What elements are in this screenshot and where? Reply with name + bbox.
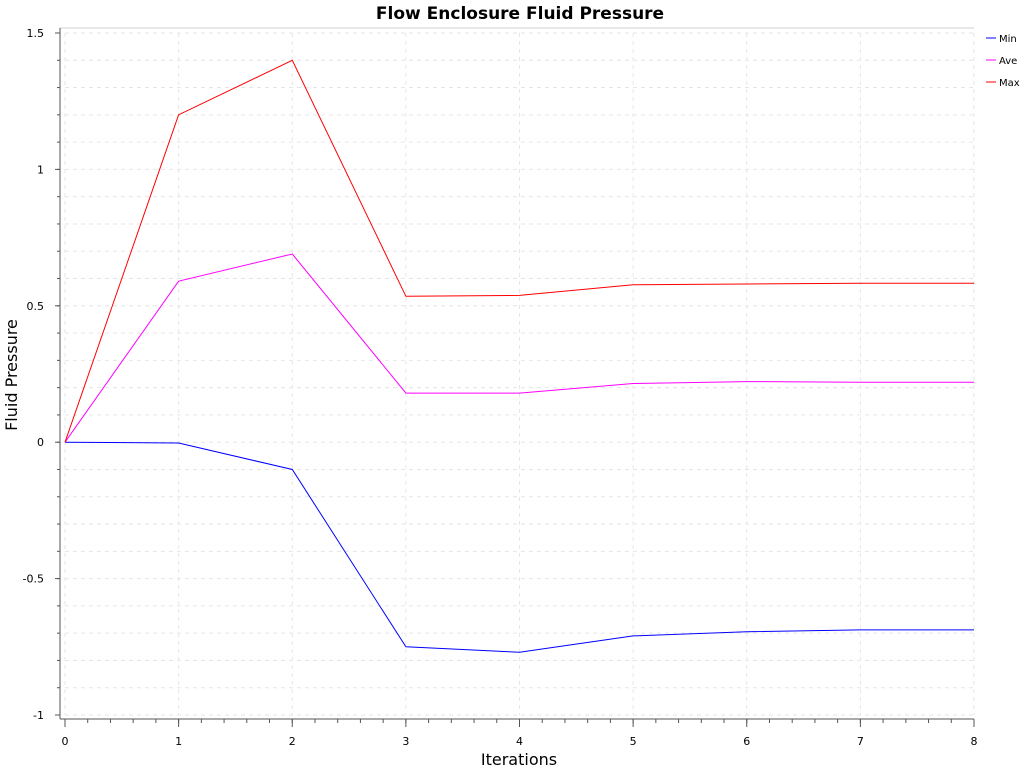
y-tick-label: 0.5 xyxy=(27,300,45,313)
axes xyxy=(59,27,974,720)
x-tick-label: 7 xyxy=(857,735,864,748)
y-tick-label: -0.5 xyxy=(23,573,44,586)
legend-label-max: Max xyxy=(999,78,1020,89)
x-tick-label: 5 xyxy=(630,735,637,748)
series-line-ave xyxy=(64,253,974,443)
y-tick-label: -1 xyxy=(33,709,44,722)
chart-title: Flow Enclosure Fluid Pressure xyxy=(376,4,664,24)
series-line-min xyxy=(64,441,974,653)
legend: Min Ave Max xyxy=(986,34,1020,89)
y-axis-label: Fluid Pressure xyxy=(2,319,21,431)
y-tick-label: 1 xyxy=(37,163,44,176)
legend-label-min: Min xyxy=(999,34,1017,45)
x-axis-label: Iterations xyxy=(481,750,557,768)
x-tick-label: 1 xyxy=(175,735,182,748)
x-tick-label: 0 xyxy=(62,735,69,748)
x-tick-label: 6 xyxy=(743,735,750,748)
x-tick-label: 3 xyxy=(402,735,409,748)
x-tick-label: 2 xyxy=(289,735,296,748)
series xyxy=(64,59,974,653)
y-tick-label: 0 xyxy=(37,436,44,449)
series-line-max xyxy=(64,59,974,443)
x-tick-label: 4 xyxy=(516,735,523,748)
y-tick-label: 1.5 xyxy=(27,27,45,40)
legend-label-ave: Ave xyxy=(999,56,1017,67)
grid xyxy=(64,32,975,716)
x-tick-label: 8 xyxy=(971,735,978,748)
ticks: 1.5 1 0.5 0 -0.5 -1 0 1 2 3 4 5 6 7 8 xyxy=(23,27,978,748)
